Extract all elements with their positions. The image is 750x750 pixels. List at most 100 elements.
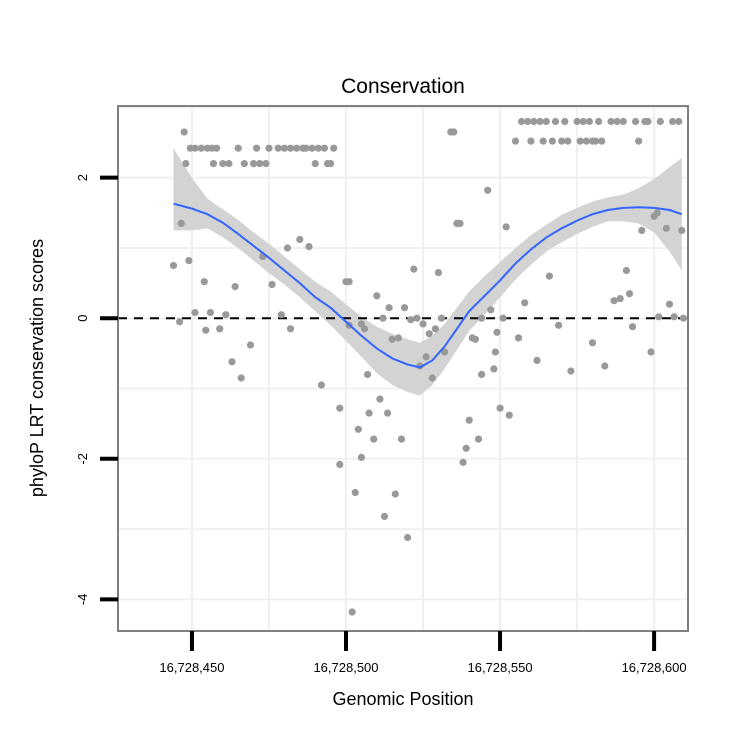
data-point — [400, 304, 409, 312]
data-point — [601, 362, 609, 370]
data-point — [364, 370, 372, 379]
data-point — [182, 160, 190, 168]
data-point — [478, 370, 486, 379]
data-point — [256, 160, 264, 168]
data-point — [635, 137, 643, 145]
data-point — [505, 411, 513, 419]
plot-frame — [117, 105, 689, 632]
data-point — [277, 311, 285, 319]
data-point — [330, 144, 338, 152]
data-point — [385, 304, 393, 312]
data-point — [388, 335, 396, 343]
data-point — [308, 144, 316, 152]
data-point — [670, 313, 678, 321]
data-point — [404, 533, 412, 542]
data-point — [234, 144, 242, 152]
data-point — [576, 137, 584, 145]
data-point — [555, 321, 563, 329]
data-point — [216, 325, 224, 333]
x-tick-label: 16,728,450 — [159, 660, 224, 675]
data-point — [539, 137, 547, 145]
data-point — [558, 137, 566, 145]
data-point — [283, 244, 292, 252]
data-point — [293, 144, 301, 152]
data-point — [376, 395, 384, 403]
data-point — [437, 314, 446, 322]
data-point — [280, 144, 288, 152]
data-point — [678, 226, 686, 234]
data-point — [669, 117, 677, 126]
data-point — [536, 117, 544, 126]
data-point — [471, 335, 479, 343]
data-point — [613, 117, 621, 126]
data-point — [662, 224, 671, 232]
data-point — [585, 117, 594, 126]
data-point — [305, 243, 313, 251]
data-point — [253, 144, 261, 152]
data-point — [185, 257, 193, 265]
data-point — [493, 328, 501, 336]
data-point — [428, 374, 436, 382]
data-point — [545, 272, 554, 280]
data-point — [228, 358, 236, 366]
data-point — [200, 278, 208, 286]
data-point — [237, 374, 245, 382]
data-point — [653, 209, 661, 217]
data-point — [502, 223, 510, 231]
data-point — [588, 339, 597, 347]
data-point — [632, 117, 640, 126]
data-point — [527, 137, 535, 145]
data-point — [191, 309, 199, 317]
data-point — [274, 144, 282, 152]
data-point — [246, 341, 255, 349]
data-point — [314, 144, 322, 152]
data-point — [459, 458, 467, 466]
data-point — [496, 404, 504, 412]
data-point — [370, 435, 378, 443]
data-point — [592, 137, 600, 145]
data-point — [514, 334, 523, 342]
data-point — [456, 219, 464, 227]
data-point — [462, 444, 470, 452]
data-point — [567, 367, 575, 375]
data-points — [169, 117, 688, 616]
data-point — [524, 117, 532, 126]
data-point — [582, 137, 590, 145]
data-point — [213, 144, 221, 152]
data-point — [380, 512, 389, 521]
y-tick-label: 2 — [75, 174, 90, 181]
data-point — [465, 416, 473, 424]
data-point — [202, 326, 210, 334]
data-point — [638, 226, 646, 234]
x-tick-label: 16,728,550 — [468, 660, 533, 675]
data-point — [548, 137, 557, 145]
data-point — [351, 488, 359, 497]
data-point — [336, 460, 344, 468]
data-point — [231, 283, 239, 291]
data-point — [518, 117, 526, 126]
data-point — [397, 435, 406, 443]
data-point — [434, 269, 442, 277]
y-axis: 2 0 -2 -4 — [75, 174, 118, 605]
data-point — [478, 314, 486, 322]
data-point — [616, 295, 624, 303]
data-point — [474, 435, 483, 443]
data-point — [622, 266, 631, 275]
data-point — [499, 314, 507, 322]
data-point — [595, 117, 603, 126]
data-point — [675, 117, 683, 126]
smooth-line — [173, 202, 683, 369]
data-point — [410, 265, 418, 273]
data-point — [180, 128, 188, 136]
data-point — [357, 453, 365, 461]
data-point — [327, 160, 335, 168]
data-point — [491, 348, 499, 356]
data-point — [487, 306, 495, 314]
data-point — [530, 117, 538, 126]
data-point — [579, 117, 587, 126]
data-point — [296, 235, 304, 244]
data-point — [191, 144, 199, 152]
x-axis-title: Genomic Position — [332, 689, 473, 709]
data-point — [225, 160, 233, 168]
